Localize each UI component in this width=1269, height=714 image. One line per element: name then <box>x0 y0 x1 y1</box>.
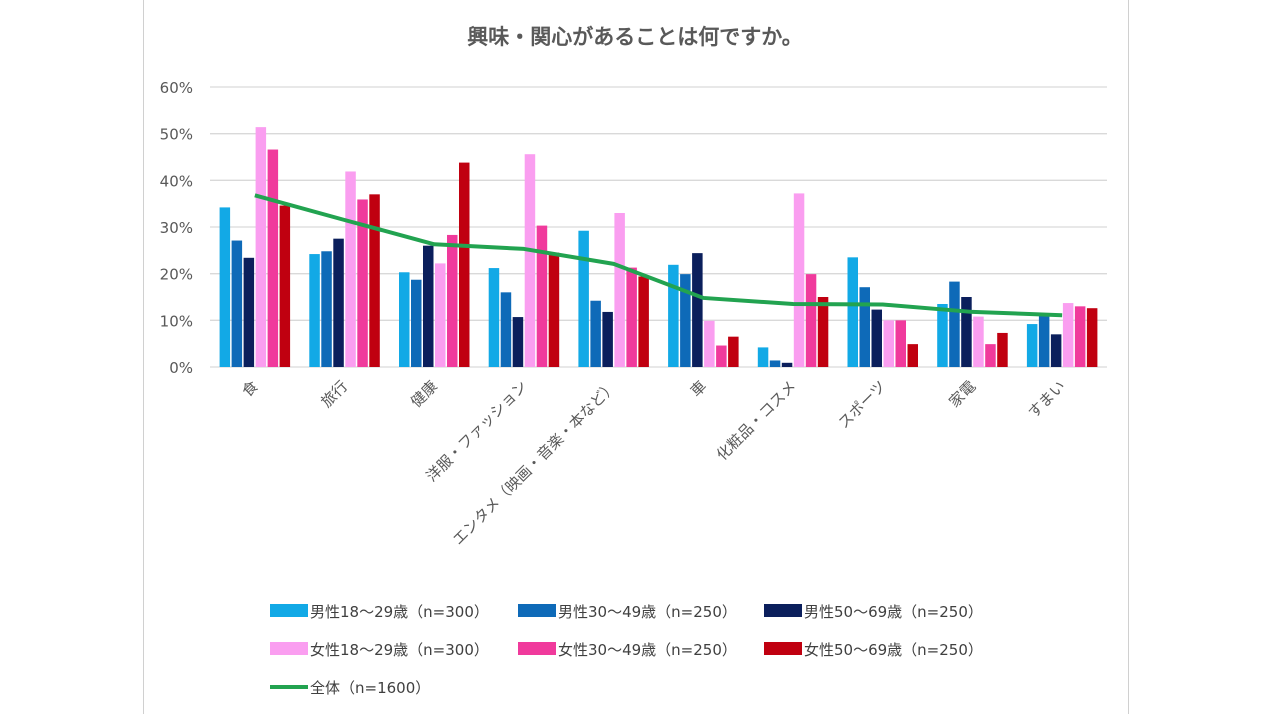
legend-swatch <box>518 642 556 655</box>
bar <box>578 230 589 367</box>
bar <box>279 205 291 367</box>
bar <box>590 300 601 367</box>
bar <box>1062 303 1074 367</box>
bar <box>895 320 906 367</box>
bar <box>255 127 267 367</box>
bar <box>309 254 320 367</box>
bar <box>614 213 625 367</box>
bar <box>949 281 960 367</box>
bar <box>847 257 858 367</box>
bar <box>937 304 948 367</box>
bar <box>399 272 410 367</box>
category-label: 食 <box>238 377 261 400</box>
bar <box>668 264 679 367</box>
bar <box>219 207 231 367</box>
legend-label: 男性30～49歳（n=250） <box>558 603 737 621</box>
bar <box>1026 324 1038 367</box>
chart-title: 興味・関心があることは何ですか。 <box>467 25 803 49</box>
legend-label: 女性30～49歳（n=250） <box>558 641 737 659</box>
legend-swatch <box>518 604 556 617</box>
bar <box>859 287 870 367</box>
legend-swatch <box>764 642 802 655</box>
category-label: 化粧品・コスメ <box>713 377 800 464</box>
bar <box>769 360 781 367</box>
chart-frame <box>143 0 1129 714</box>
y-tick-label: 30% <box>160 219 193 237</box>
category-label: 家電 <box>945 377 979 411</box>
y-tick-label: 50% <box>160 126 193 144</box>
legend-label: 男性50～69歳（n=250） <box>804 603 983 621</box>
bar <box>961 297 972 367</box>
y-tick-label: 60% <box>160 79 193 97</box>
bar <box>1074 306 1086 367</box>
bar <box>447 234 458 367</box>
bar <box>692 253 703 367</box>
bar <box>781 362 793 367</box>
bar <box>973 316 984 367</box>
bar <box>524 154 536 367</box>
bar <box>704 320 715 367</box>
y-tick-label: 0% <box>169 359 193 377</box>
bar <box>548 252 560 367</box>
bar <box>805 274 817 367</box>
y-tick-label: 10% <box>160 312 193 330</box>
bar <box>793 193 805 367</box>
bar <box>321 251 332 367</box>
category-label: 旅行 <box>317 377 351 411</box>
bar <box>267 149 279 367</box>
legend-swatch <box>270 642 308 655</box>
line-series-overall <box>254 193 1063 318</box>
category-label: すまい <box>1024 377 1069 422</box>
bar <box>997 332 1008 367</box>
y-tick-label: 40% <box>160 172 193 190</box>
bar <box>459 162 470 367</box>
bar <box>626 267 637 367</box>
bar <box>817 297 829 367</box>
bar <box>488 268 500 367</box>
bar <box>1086 308 1098 367</box>
bar <box>1050 334 1062 367</box>
bar <box>680 274 691 367</box>
bar <box>512 317 524 367</box>
bar <box>369 194 380 367</box>
bar <box>602 311 613 367</box>
bar <box>728 336 739 367</box>
y-tick-label: 20% <box>160 266 193 284</box>
bar <box>333 238 344 367</box>
bar <box>345 171 356 367</box>
bar <box>411 279 422 367</box>
bar <box>500 292 512 367</box>
bar <box>423 245 434 367</box>
legend-swatch <box>764 604 802 617</box>
legend-label: 男性18～29歳（n=300） <box>310 603 489 621</box>
legend-swatch <box>270 604 308 617</box>
bar <box>883 320 894 367</box>
bar <box>716 345 727 367</box>
category-label: エンタメ（映画・音楽・本など） <box>449 377 621 549</box>
bar <box>871 309 882 367</box>
bar <box>638 276 649 367</box>
bar <box>231 240 243 367</box>
bar <box>907 344 918 367</box>
legend-label: 全体（n=1600） <box>310 679 430 697</box>
bar <box>1038 314 1050 367</box>
bar <box>243 257 255 367</box>
bar <box>757 347 769 367</box>
bar <box>985 344 996 367</box>
category-label: 健康 <box>407 377 441 411</box>
legend-label: 女性18～29歳（n=300） <box>310 641 489 659</box>
category-label: スポーツ <box>835 377 890 432</box>
legend-label: 女性50～69歳（n=250） <box>804 641 983 659</box>
bar <box>435 263 446 367</box>
bar <box>357 199 368 367</box>
bar <box>536 225 548 367</box>
category-label: 車 <box>687 377 710 400</box>
